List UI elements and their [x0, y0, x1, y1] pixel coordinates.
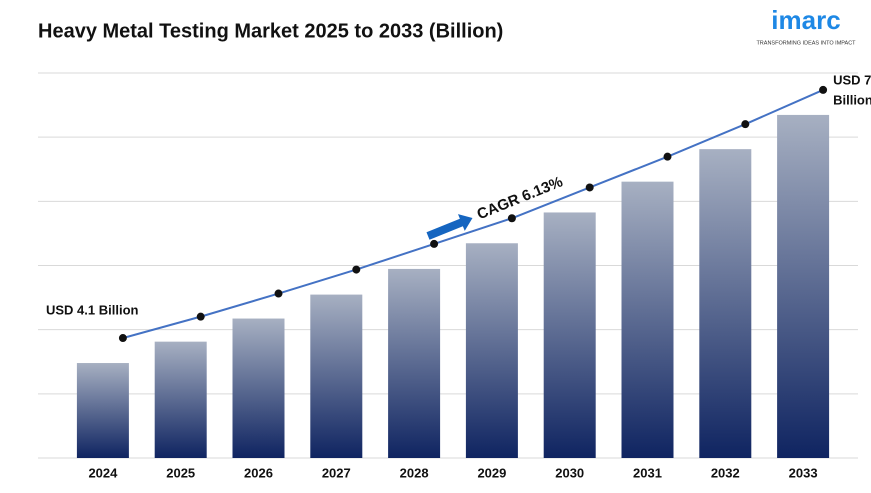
- bar: [699, 149, 752, 458]
- trend-dot: [274, 289, 283, 298]
- end-label: Billion: [833, 92, 871, 107]
- x-tick-label: 2029: [477, 465, 506, 480]
- logo-name: imarc: [771, 5, 840, 35]
- x-tick-label: 2025: [166, 465, 195, 480]
- end-label: USD 7.0: [833, 72, 871, 87]
- x-tick-label: 2030: [555, 465, 584, 480]
- trend-dot: [741, 120, 750, 129]
- trend-dot: [819, 85, 828, 94]
- trend-dot: [663, 152, 672, 161]
- start-label: USD 4.1 Billion: [46, 302, 139, 317]
- trend-dot: [352, 265, 361, 274]
- bar: [388, 268, 441, 458]
- x-tick-label: 2024: [88, 465, 118, 480]
- cagr-arrow: [426, 214, 473, 240]
- trend-dot: [430, 239, 439, 248]
- bar: [76, 363, 129, 458]
- bar: [232, 318, 285, 458]
- trend-dot: [585, 183, 594, 192]
- x-tick-label: 2027: [322, 465, 351, 480]
- trend-dot: [507, 214, 516, 223]
- trend-line: [122, 89, 824, 339]
- trend-dot: [118, 334, 127, 343]
- bar: [621, 181, 674, 458]
- x-tick-label: 2028: [400, 465, 429, 480]
- logo-tagline: TRANSFORMING IDEAS INTO IMPACT: [756, 40, 856, 46]
- x-tick-label: 2032: [711, 465, 740, 480]
- x-tick-label: 2026: [244, 465, 273, 480]
- bar: [777, 114, 830, 458]
- x-tick-label: 2031: [633, 465, 662, 480]
- x-tick-label: 2033: [789, 465, 818, 480]
- bar: [154, 341, 207, 458]
- bar: [543, 212, 596, 458]
- trend-dot: [196, 312, 205, 321]
- bar: [310, 294, 363, 458]
- chart-title: Heavy Metal Testing Market 2025 to 2033 …: [38, 20, 503, 42]
- bar: [465, 243, 518, 458]
